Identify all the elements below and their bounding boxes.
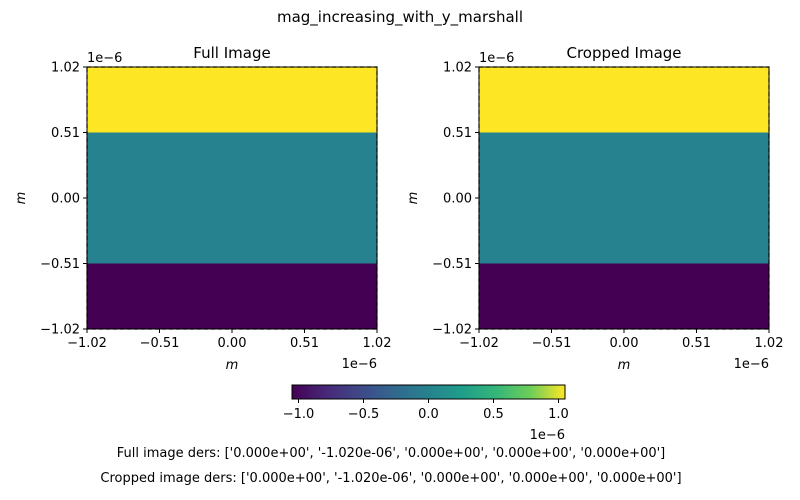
x-axis-label: m: [618, 358, 631, 373]
panel-title: Cropped Image: [566, 44, 681, 62]
colorbar-tick-label: −0.5: [348, 407, 380, 422]
x-tick-label: 0.00: [218, 336, 247, 351]
heatmap-band: [87, 263, 377, 329]
colorbar-tick-label: 0.0: [418, 407, 439, 422]
x-tick-label: −1.02: [459, 336, 499, 351]
y-tick-label: 0.00: [443, 192, 472, 207]
colorbar-tick-label: 1.0: [548, 407, 569, 422]
y-tick-label: −1.02: [432, 323, 472, 338]
panel-full: −1.02 −0.51 0.00 0.51 1.02 −1.02 −0.51 0.00 0.51…: [14, 44, 391, 373]
x-tick-label: −0.51: [532, 336, 572, 351]
colorbar-tick-label: 0.5: [483, 407, 504, 422]
y-tick-label: −0.51: [432, 257, 472, 272]
cropped-image-ders-caption: Cropped image ders: ['0.000e+00', '-1.02…: [100, 471, 682, 486]
y-tick-label: 0.51: [443, 126, 472, 141]
colorbar-gradient: [291, 384, 566, 400]
y-tick-label: 1.02: [51, 61, 80, 76]
y-tick-label: −0.51: [40, 257, 80, 272]
colorbar: −1.0 −0.5 0.0 0.5 1.0 1e−6: [283, 384, 569, 443]
colorbar-offset-label: 1e−6: [530, 428, 565, 443]
x-tick-label: −0.51: [140, 336, 180, 351]
panel-cropped: −1.02 −0.51 0.00 0.51 1.02 −1.02 −0.51 0.00 0.51…: [406, 44, 783, 373]
heatmap-band: [479, 263, 769, 329]
y-offset-label: 1e−6: [87, 51, 122, 66]
x-tick-label: −1.02: [67, 336, 107, 351]
x-offset-label: 1e−6: [342, 357, 377, 372]
y-tick-label: −1.02: [40, 323, 80, 338]
x-axis-label: m: [226, 358, 239, 373]
x-tick-label: 0.51: [290, 336, 319, 351]
y-tick-label: 0.51: [51, 126, 80, 141]
colorbar-tick-label: −1.0: [283, 407, 315, 422]
x-tick-label: 1.02: [755, 336, 784, 351]
heatmap-band: [479, 67, 769, 133]
x-offset-label: 1e−6: [734, 357, 769, 372]
heatmap-band: [479, 132, 769, 264]
y-axis-label: m: [406, 192, 421, 205]
y-offset-label: 1e−6: [479, 51, 514, 66]
x-tick-label: 1.02: [363, 336, 392, 351]
heatmap-band: [87, 67, 377, 133]
heatmap-band: [87, 132, 377, 264]
panel-title: Full Image: [193, 44, 270, 62]
x-tick-label: 0.51: [682, 336, 711, 351]
y-axis-label: m: [14, 192, 29, 205]
y-tick-label: 1.02: [443, 61, 472, 76]
y-tick-label: 0.00: [51, 192, 80, 207]
figure-suptitle: mag_increasing_with_y_marshall: [277, 8, 523, 27]
x-tick-label: 0.00: [610, 336, 639, 351]
full-image-ders-caption: Full image ders: ['0.000e+00', '-1.020e-…: [116, 446, 666, 461]
